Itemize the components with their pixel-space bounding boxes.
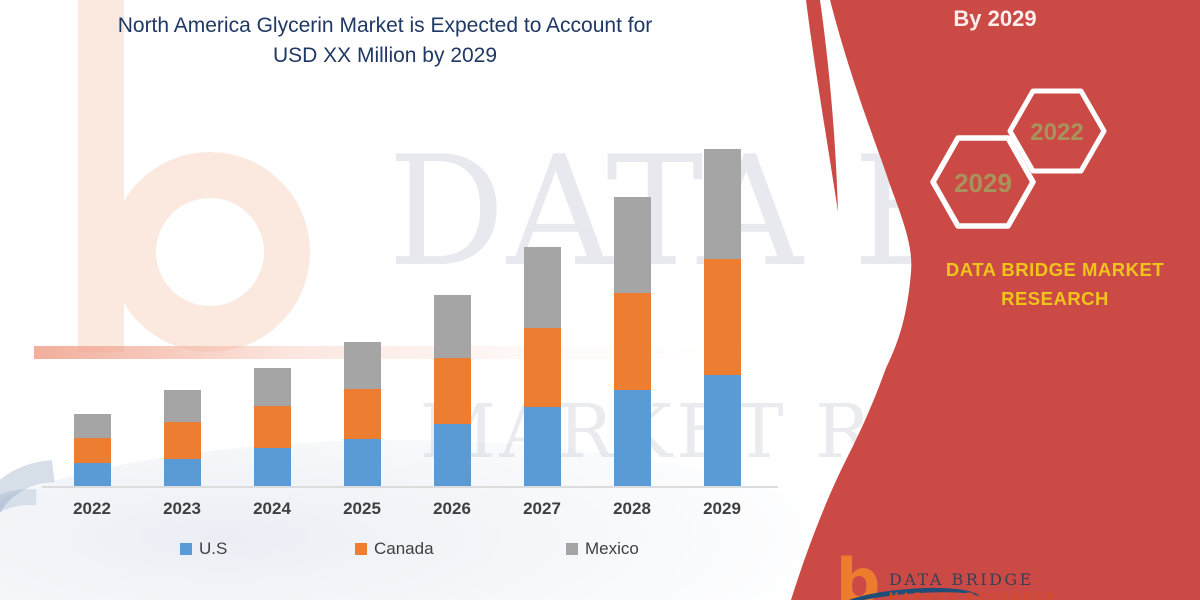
legend-item-Mexico: Mexico [566,539,639,558]
bar-segment-2023-Mexico [163,390,201,422]
bar-segment-2027-Mexico [523,247,561,328]
bar-segment-2029-Mexico [703,149,741,259]
bar-segment-2027-U.S [523,407,561,487]
legend-swatch-icon [180,543,192,555]
legend-swatch-icon [566,543,578,555]
x-axis-label-2027: 2027 [523,499,561,518]
chart-title: North America Glycerin Market is Expecte… [50,11,720,71]
red-banner-main [791,0,1200,600]
brand-line2: RESEARCH [1001,288,1109,309]
bar-segment-2029-U.S [703,375,741,487]
bar-segment-2026-Canada [433,358,471,424]
bar-segment-2025-Canada [343,389,381,439]
red-banner-sliver [806,0,838,212]
footer-logo-b-icon: b [836,545,881,600]
x-axis-label-2028: 2028 [613,499,651,518]
bar-segment-2026-Mexico [433,295,471,358]
bar-segment-2023-Canada [163,422,201,459]
watermark-b-logo-stem [78,0,124,352]
bar-segment-2028-Mexico [613,197,651,293]
footer-logo-name: DATA BRIDGE [889,570,1034,589]
bar-segment-2028-U.S [613,390,651,487]
legend-item-U.S: U.S [180,539,228,558]
footer-logo-subtext: MARKET RESEARCH [889,592,1059,600]
hexagon-2029-label: 2029 [954,168,1012,198]
x-axis-line [42,486,778,488]
x-axis-label-2026: 2026 [433,499,471,518]
legend-label: Canada [374,539,434,558]
x-axis-label-2029: 2029 [703,499,741,518]
bar-segment-2022-Mexico [73,414,111,438]
brand-name-text: DATA BRIDGE MARKET RESEARCH [935,255,1175,313]
chart-title-line2: USD XX Million by 2029 [272,44,498,67]
bar-segment-2029-Canada [703,259,741,375]
bar-segment-2024-Mexico [253,368,291,406]
watermark-logo-underline [34,346,774,359]
bar-segment-2024-Canada [253,406,291,448]
brand-line1: DATA BRIDGE MARKET [945,259,1165,280]
bar-segment-2022-U.S [73,463,111,487]
hexagon-2022-label: 2022 [1030,119,1083,146]
chart-title-line1: North America Glycerin Market is Expecte… [117,14,653,37]
hexagon-2029 [930,135,1036,229]
x-axis-label-2025: 2025 [343,499,381,518]
legend-label: Mexico [585,539,639,558]
x-axis-label-2024: 2024 [253,499,291,518]
bar-segment-2026-U.S [433,424,471,487]
bar-segment-2025-U.S [343,439,381,487]
bar-segment-2025-Mexico [343,342,381,389]
x-axis-label-2023: 2023 [163,499,201,518]
bar-segment-2024-U.S [253,448,291,487]
bar-segment-2023-U.S [163,459,201,487]
bar-segment-2028-Canada [613,293,651,390]
bar-segment-2027-Canada [523,328,561,407]
legend-swatch-icon [355,543,367,555]
bar-segment-2022-Canada [73,438,111,463]
legend-label: U.S [199,539,228,558]
x-axis-label-2022: 2022 [73,499,111,518]
hexagon-2022 [1007,88,1107,174]
legend-item-Canada: Canada [355,539,434,558]
banner-headline: By 2029 [953,6,1037,31]
